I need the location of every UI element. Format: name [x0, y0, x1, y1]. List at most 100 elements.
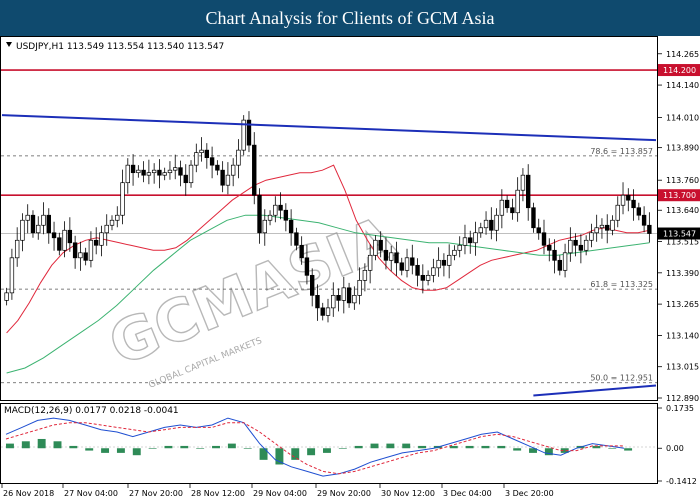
candle	[489, 207, 494, 240]
macd-histogram-bar	[338, 448, 347, 449]
candle	[109, 215, 115, 231]
candle-body	[320, 307, 325, 316]
candle	[541, 219, 547, 255]
candle-body	[504, 199, 510, 209]
candle-body	[541, 232, 547, 246]
candle-body	[14, 239, 20, 259]
time-axis: 26 Nov 2018 27 Nov 04:00 27 Nov 20:00 28 No…	[1, 484, 554, 498]
candle	[573, 233, 578, 257]
candle	[9, 248, 15, 300]
candle	[178, 160, 183, 187]
candle-body	[620, 194, 626, 206]
macd-signal-line	[5, 422, 625, 475]
candle	[88, 231, 94, 268]
candle-body	[183, 174, 188, 184]
candle-body	[20, 219, 25, 241]
candle-body	[399, 262, 404, 271]
macd-tick-label: -0.1412	[666, 477, 697, 486]
candle	[262, 209, 267, 246]
candle	[441, 253, 447, 277]
candle-body	[615, 204, 620, 221]
candle-body	[9, 257, 15, 294]
macd-panel-frame	[0, 403, 658, 484]
candle-body	[36, 224, 41, 234]
candle-body	[57, 237, 62, 251]
level-price-tag	[658, 64, 700, 77]
candle-body	[162, 172, 167, 176]
macd-histogram-bar	[259, 448, 268, 460]
candle	[457, 236, 462, 258]
macd-histogram-bar	[481, 445, 490, 449]
macd-histogram-bar	[513, 448, 522, 451]
candle	[30, 210, 36, 238]
candle	[41, 202, 46, 235]
fib-level-label: 78.6 = 113.857	[590, 147, 653, 156]
candle-body	[283, 209, 289, 221]
macd-histogram-bar	[85, 448, 94, 451]
candle-body	[310, 274, 315, 296]
candle	[499, 189, 505, 229]
candle	[209, 146, 215, 179]
macd-histogram-bar	[101, 448, 110, 453]
candle	[99, 225, 104, 257]
candle-body	[130, 164, 136, 174]
candle	[605, 214, 610, 244]
candle-body	[115, 214, 120, 221]
candle-body	[589, 232, 594, 241]
macd-axis: 0.1735 0.00 -0.1412	[658, 404, 697, 486]
sma-layer	[6, 164, 650, 374]
candle-body	[241, 119, 246, 151]
time-tick-label: 3 Dec 04:00	[443, 489, 492, 498]
candle-body	[562, 252, 568, 271]
macd-histogram-bar	[560, 448, 569, 453]
macd-histogram-bar	[21, 441, 30, 449]
candle-body	[394, 252, 399, 264]
candle-body	[373, 239, 378, 256]
candle-body	[315, 295, 320, 309]
candle	[526, 164, 531, 221]
candle	[557, 255, 562, 276]
macd-histogram-bar	[354, 445, 363, 449]
price-tick-label: 113.890	[666, 144, 699, 153]
candle	[252, 132, 257, 205]
macd-histogram-bar	[164, 445, 173, 449]
macd-histogram-bar	[291, 448, 300, 460]
price-chart[interactable]: GCMASIA GLOBAL CAPITAL MARKETS 78.6 = 11…	[0, 36, 700, 500]
candle	[304, 244, 310, 285]
candle-body	[362, 269, 368, 281]
time-tick-label: 27 Nov 20:00	[129, 489, 183, 498]
candle-body	[499, 199, 505, 216]
candle	[115, 206, 120, 228]
candle-body	[141, 169, 146, 176]
candle	[383, 237, 389, 270]
candle	[294, 227, 299, 251]
sma-slow-line	[6, 214, 650, 374]
candle	[399, 257, 404, 276]
candle-body	[536, 227, 541, 234]
candle-body	[94, 239, 99, 246]
candle-body	[62, 229, 67, 251]
candle-body	[41, 214, 46, 226]
time-tick-label: 3 Dec 20:00	[505, 489, 554, 498]
macd-histogram-bar	[212, 445, 220, 449]
macd-histogram-bar	[53, 441, 62, 449]
candle-body	[647, 224, 652, 234]
candle	[78, 241, 83, 271]
macd-label: MACD(12,26,9) 0.0177 0.0218 -0.0041	[4, 406, 179, 416]
macd-lines	[5, 417, 625, 477]
candle	[547, 238, 552, 262]
candle-body	[146, 172, 152, 176]
candle	[194, 143, 199, 173]
macd-histogram-bar	[402, 443, 411, 449]
macd-histogram-bar	[116, 448, 125, 453]
candle	[468, 230, 473, 254]
candle	[141, 161, 146, 183]
main-panel-frame	[0, 36, 658, 401]
candle-body	[452, 249, 457, 256]
time-tick-label: 28 Nov 12:00	[191, 489, 245, 498]
candle	[288, 209, 294, 246]
chart-menu-arrow-icon[interactable]	[6, 42, 12, 47]
candle-body	[425, 274, 431, 281]
candle	[626, 188, 631, 212]
candle	[220, 161, 225, 193]
